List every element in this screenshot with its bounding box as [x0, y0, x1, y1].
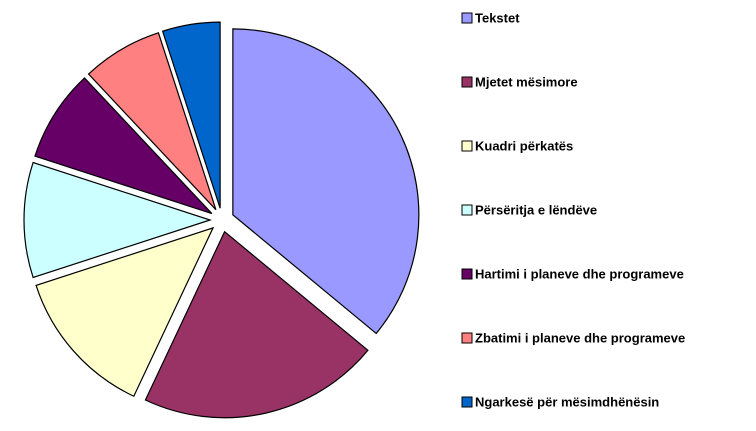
legend-swatch — [461, 204, 473, 216]
legend-label: Hartimi i planeve dhe programeve — [475, 266, 684, 281]
legend-label: Ngarkesë për mësimdhënësin — [475, 394, 659, 409]
pie-slice — [35, 226, 215, 398]
legend-swatch — [461, 140, 473, 152]
legend-swatch — [461, 268, 473, 280]
pie-slice — [232, 28, 420, 335]
pie-slice — [87, 32, 217, 211]
legend-label: Mjetet mësimore — [475, 74, 578, 89]
legend-label: Përsëritja e lëndëve — [475, 202, 597, 217]
legend-swatch — [461, 76, 473, 88]
legend-label: Kuadri përkatës — [475, 138, 573, 153]
legend-swatch — [461, 332, 473, 344]
legend-swatch — [461, 12, 473, 24]
pie-slice — [161, 21, 221, 209]
legend-label: Tekstet — [475, 10, 520, 25]
legend-label: Zbatimi i planeve dhe programeve — [475, 330, 685, 345]
pie-slice — [144, 230, 369, 419]
pie-slice — [23, 161, 212, 279]
pie-slice — [34, 77, 213, 215]
legend-swatch — [461, 396, 473, 408]
